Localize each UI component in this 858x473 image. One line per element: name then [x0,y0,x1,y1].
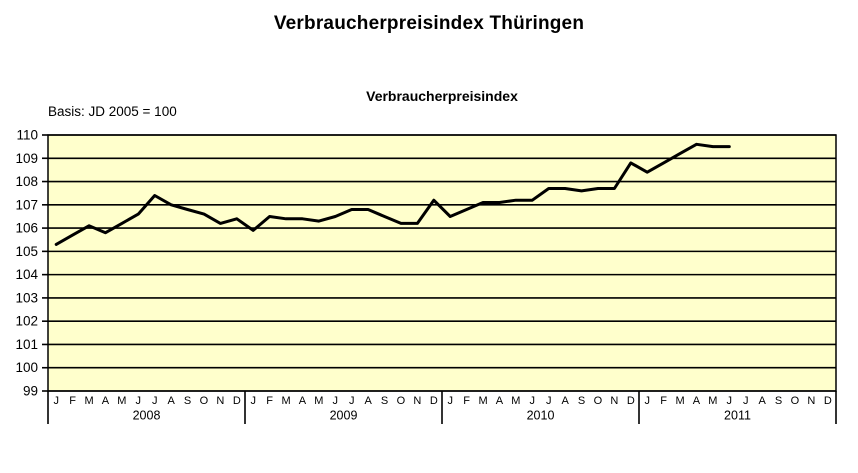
month-label: J [743,395,749,407]
month-label: J [333,395,339,407]
month-label: M [84,395,93,407]
month-label: S [184,395,191,407]
month-label: S [775,395,782,407]
month-label: A [364,395,372,407]
month-label: M [281,395,290,407]
month-label: J [727,395,733,407]
month-label: N [216,395,224,407]
month-label: A [299,395,307,407]
month-label: A [167,395,175,407]
month-label: J [152,395,158,407]
month-label: M [117,395,126,407]
month-label: N [413,395,421,407]
y-tick-label: 100 [15,360,38,375]
month-label: A [561,395,569,407]
month-label: F [266,395,273,407]
month-label: A [102,395,110,407]
month-label: J [136,395,142,407]
basis-label: Basis: JD 2005 = 100 [48,104,177,119]
chart-subtitle: Verbraucherpreisindex [366,88,518,104]
month-label: D [430,395,438,407]
month-label: M [511,395,520,407]
month-label: F [660,395,667,407]
y-tick-label: 106 [15,221,38,236]
month-label: N [610,395,618,407]
month-label: M [675,395,684,407]
y-tick-label: 101 [15,337,38,352]
month-label: D [233,395,241,407]
y-tick-label: 110 [16,128,38,143]
year-label: 2008 [133,409,161,423]
year-label: 2010 [527,409,555,423]
plot-background [47,134,837,392]
y-tick-label: 102 [15,314,38,329]
month-label: J [250,395,256,407]
month-label: S [381,395,388,407]
month-label: D [627,395,635,407]
month-label: J [546,395,552,407]
year-label: 2011 [724,409,751,423]
y-tick-label: 99 [23,384,38,399]
month-label: M [314,395,323,407]
y-tick-label: 103 [15,290,38,305]
month-label: O [594,395,603,407]
y-tick-label: 108 [15,174,38,189]
y-tick-label: 107 [15,197,38,212]
month-label: N [807,395,815,407]
year-label: 2009 [330,409,358,423]
month-label: J [644,395,650,407]
month-label: M [478,395,487,407]
month-label: A [496,395,504,407]
month-label: F [69,395,76,407]
month-label: O [791,395,800,407]
month-label: O [200,395,209,407]
month-label: O [397,395,406,407]
month-label: J [349,395,355,407]
data-line [54,142,731,246]
month-label: S [578,395,585,407]
y-tick-label: 109 [15,151,38,166]
month-label: D [824,395,832,407]
y-tick-label: 104 [15,267,38,282]
month-label: F [463,395,470,407]
chart-main-title: Verbraucherpreisindex Thüringen [273,13,585,34]
month-label: J [53,395,59,407]
month-label: J [447,395,453,407]
month-label: A [758,395,766,407]
y-tick-label: 105 [15,244,38,259]
month-label: A [693,395,701,407]
month-label: J [530,395,536,407]
month-label: M [708,395,717,407]
